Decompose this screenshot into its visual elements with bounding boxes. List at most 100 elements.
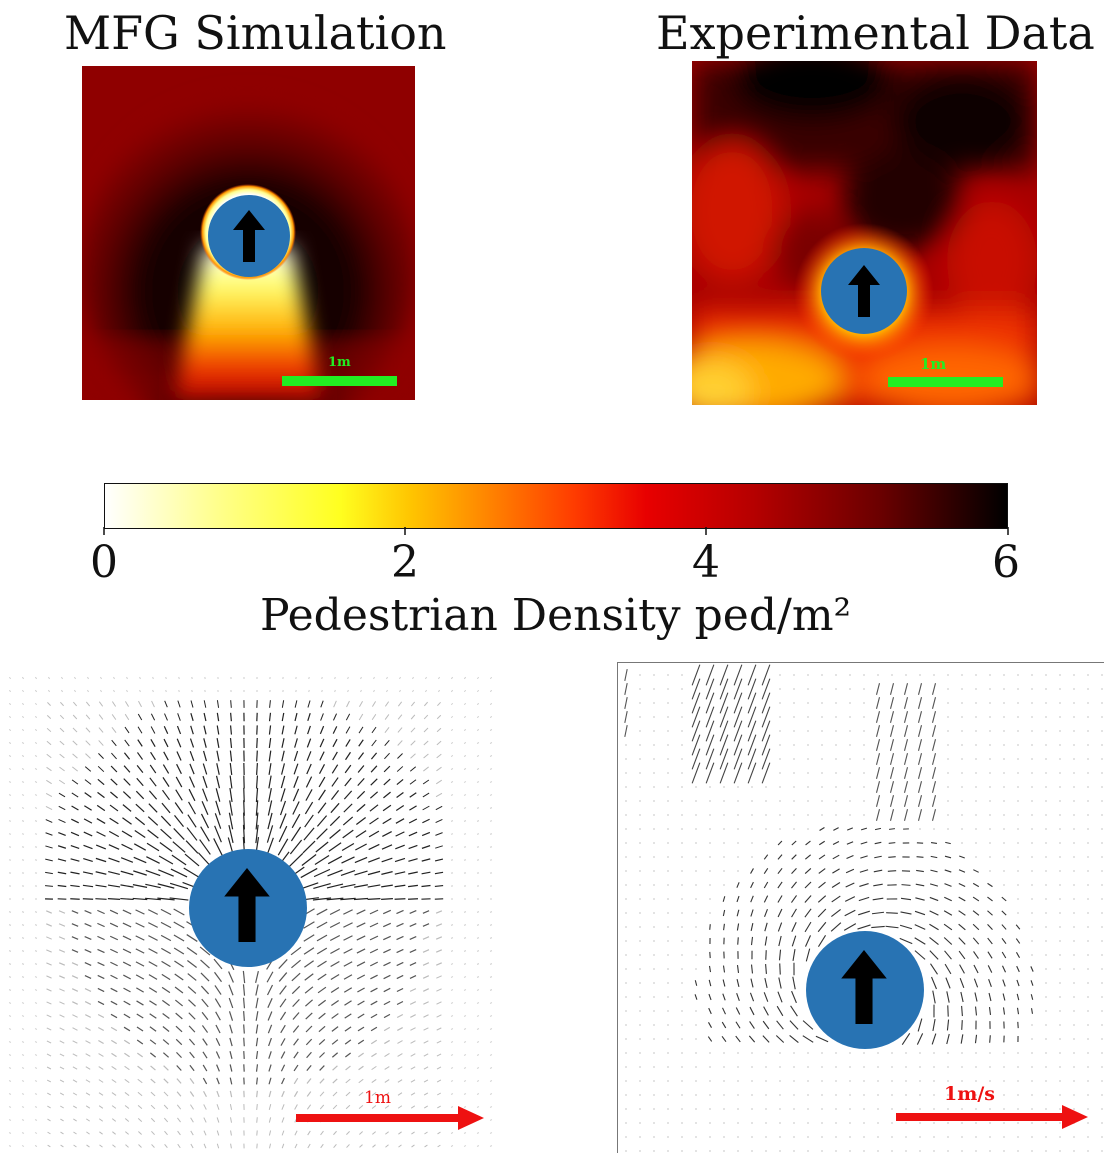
velocity-vector: [761, 762, 771, 784]
velocity-vector: [463, 755, 467, 757]
velocity-vector: [722, 979, 726, 987]
velocity-vector: [371, 701, 377, 707]
velocity-vector: [395, 805, 405, 811]
velocity-vector: [46, 779, 52, 785]
velocity-vector: [201, 1025, 209, 1033]
velocity-vector: [369, 817, 379, 825]
velocity-vector: [435, 949, 443, 953]
velocity-vector: [98, 1079, 104, 1083]
velocity-vector: [126, 676, 128, 680]
velocity-vector: [719, 762, 729, 784]
velocity-vector: [175, 776, 183, 788]
velocity-vector: [174, 999, 184, 1007]
velocity-vector: [186, 827, 198, 841]
velocity-vector: [329, 921, 341, 929]
velocity-vector: [190, 1104, 194, 1110]
velocity-vector: [214, 813, 222, 829]
velocity-vector: [8, 1145, 12, 1147]
velocity-vector: [163, 1065, 169, 1071]
velocity-vector: [972, 910, 980, 916]
velocity-vector: [708, 1022, 712, 1028]
velocity-vector: [199, 946, 211, 956]
velocity-vector: [354, 884, 368, 888]
velocity-vector: [345, 726, 351, 734]
velocity-vector: [735, 1021, 741, 1029]
velocity-vector: [371, 739, 377, 747]
velocity-vector: [489, 1015, 493, 1017]
velocity-vector: [316, 815, 328, 827]
velocity-vector: [875, 809, 881, 821]
velocity-vector: [489, 1028, 493, 1030]
velocity-vector: [987, 882, 993, 888]
velocity-vector: [397, 753, 403, 759]
velocity-vector: [148, 935, 158, 941]
velocity-vector: [463, 1015, 467, 1017]
velocity-vector: [59, 975, 65, 979]
velocity-vector: [959, 978, 965, 988]
velocity-vector: [8, 807, 12, 809]
velocity-vector: [21, 768, 25, 770]
velocity-vector: [885, 925, 899, 929]
velocity-vector: [476, 1106, 480, 1108]
velocity-vector: [398, 1144, 402, 1148]
velocity-vector: [230, 712, 232, 722]
velocity-vector: [255, 1064, 259, 1072]
velocity-vector: [82, 884, 94, 888]
velocity-vector: [216, 712, 220, 722]
velocity-vector: [410, 1040, 416, 1044]
velocity-vector: [8, 976, 12, 978]
velocity-vector: [58, 949, 66, 953]
velocity-vector: [202, 775, 208, 789]
velocity-vector: [791, 990, 797, 1004]
velocity-vector: [476, 937, 480, 939]
velocity-vector: [111, 1066, 117, 1070]
velocity-vector: [987, 896, 993, 902]
velocity-vector: [359, 1144, 363, 1148]
velocity-vector: [86, 1131, 90, 1135]
velocity-vector: [21, 820, 25, 822]
velocity-vector: [777, 895, 783, 903]
scale-bar: [888, 377, 1003, 387]
velocity-vector: [397, 1040, 403, 1044]
velocity-vector: [763, 992, 769, 1002]
velocity-vector: [1030, 980, 1034, 986]
velocity-vector: [8, 1028, 12, 1030]
velocity-vector: [344, 1013, 352, 1019]
velocity-vector: [410, 727, 416, 733]
velocity-vector: [736, 965, 740, 973]
velocity-vector: [802, 1035, 814, 1043]
velocity-vector: [761, 692, 771, 714]
velocity-vector: [281, 1130, 285, 1136]
velocity-vector: [489, 1106, 493, 1108]
velocity-vector: [804, 935, 812, 947]
velocity-vector: [34, 715, 38, 719]
velocity-vector: [373, 689, 375, 693]
velocity-vector: [450, 676, 454, 680]
velocity-vector: [59, 1040, 65, 1044]
velocity-vector: [845, 868, 855, 874]
velocity-vector: [73, 689, 77, 693]
velocity-vector: [463, 794, 467, 796]
velocity-vector: [97, 765, 105, 773]
velocity-vector: [719, 748, 729, 770]
velocity-vector: [190, 1130, 194, 1136]
velocity-vector: [320, 1143, 324, 1149]
velocity-vector: [120, 884, 134, 888]
velocity-vector: [719, 734, 729, 756]
velocity-vector: [57, 871, 67, 875]
velocity-vector: [216, 1104, 220, 1110]
velocity-vector: [73, 1131, 77, 1135]
velocity-vector: [357, 1000, 365, 1006]
velocity-vector: [306, 751, 312, 761]
velocity-vector: [175, 1012, 183, 1020]
velocity-vector: [34, 794, 38, 796]
velocity-vector: [833, 827, 839, 831]
velocity-vector: [489, 820, 493, 822]
velocity-vector: [370, 1039, 378, 1045]
velocity-vector: [229, 750, 233, 762]
velocity-vector: [844, 896, 856, 902]
velocity-vector: [945, 977, 951, 989]
velocity-vector: [132, 897, 148, 901]
velocity-vector: [421, 831, 431, 837]
velocity-vector: [188, 1012, 196, 1020]
